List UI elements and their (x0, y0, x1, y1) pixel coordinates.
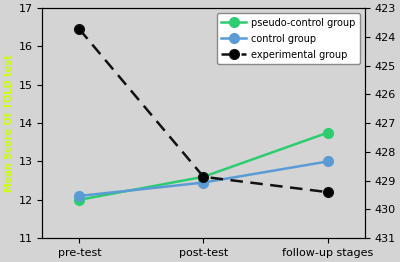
Y-axis label: Mean Score Of TOLD test: Mean Score Of TOLD test (4, 54, 14, 192)
Legend: pseudo-control group, control group, experimental group: pseudo-control group, control group, exp… (217, 13, 360, 64)
control group (325, 160, 330, 163)
pseudo-control group (325, 131, 330, 134)
Line: experimental group: experimental group (74, 24, 332, 197)
pseudo-control group (77, 198, 82, 201)
pseudo-control group (201, 175, 206, 178)
Line: pseudo-control group: pseudo-control group (74, 128, 332, 205)
control group (201, 181, 206, 184)
experimental group (77, 28, 82, 31)
experimental group (201, 175, 206, 178)
control group (77, 194, 82, 198)
experimental group (325, 190, 330, 194)
Line: control group: control group (74, 157, 332, 201)
